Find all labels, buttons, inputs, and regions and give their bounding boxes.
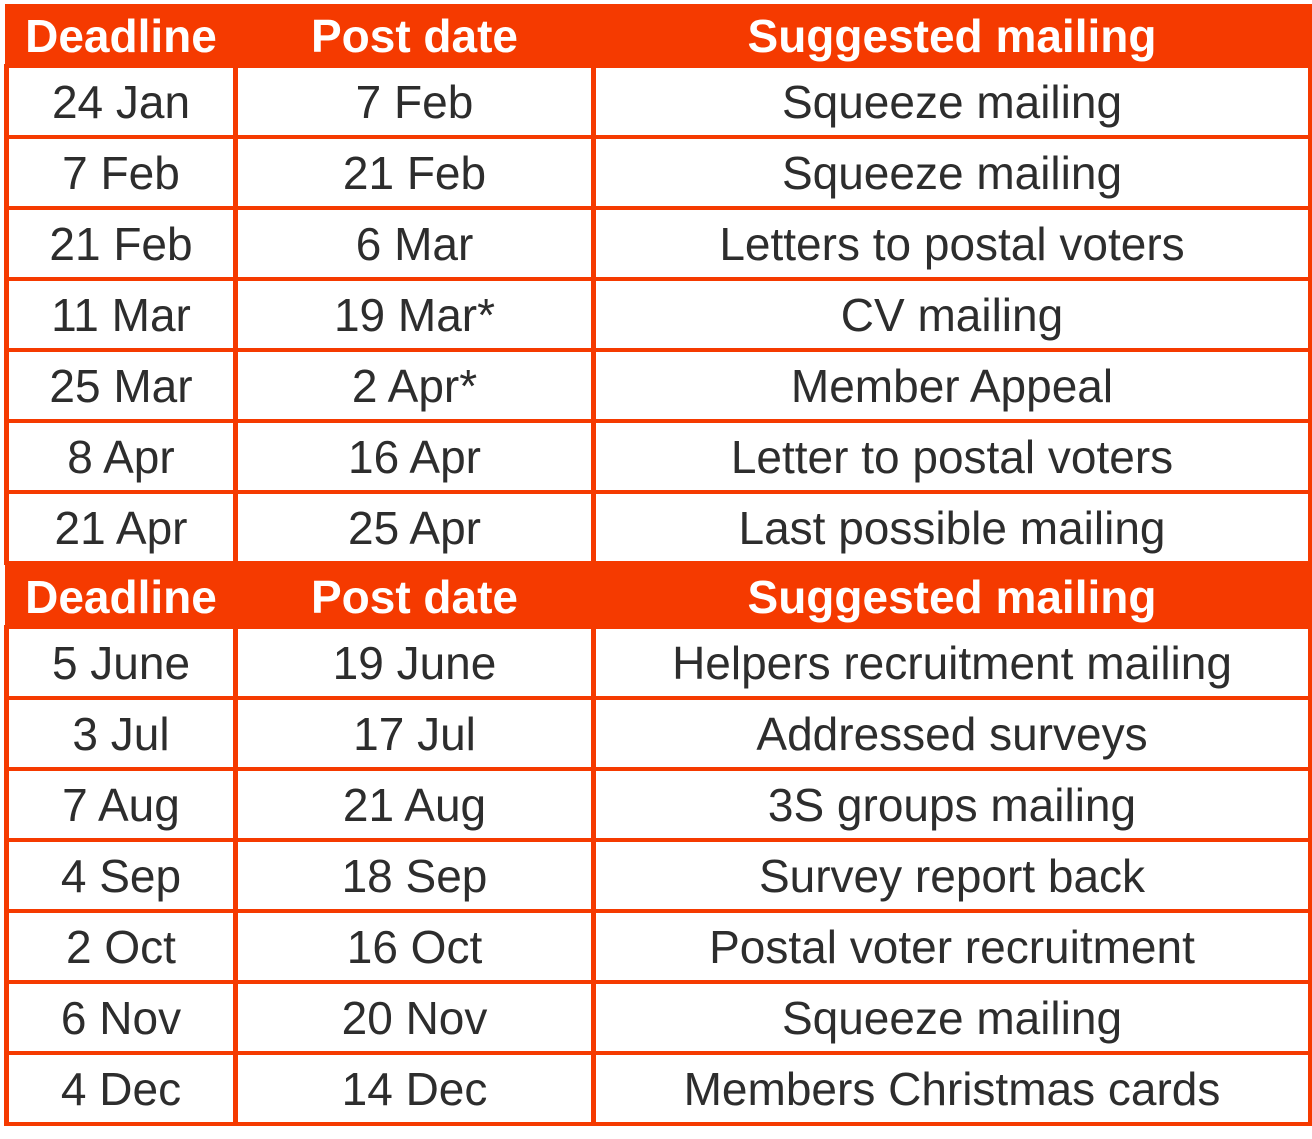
schedule-table-spring: Deadline Post date Suggested mailing 24 … xyxy=(4,4,1312,565)
column-header-deadline: Deadline xyxy=(4,565,238,629)
table-row: 7 Aug 21 Aug 3S groups mailing xyxy=(4,767,1312,842)
cell-deadline: 11 Mar xyxy=(4,277,238,352)
cell-deadline: 4 Sep xyxy=(4,838,238,913)
cell-post-date: 19 Mar* xyxy=(233,277,596,352)
cell-post-date: 17 Jul xyxy=(233,696,596,771)
table-row: 21 Apr 25 Apr Last possible mailing xyxy=(4,490,1312,565)
cell-post-date: 2 Apr* xyxy=(233,348,596,423)
cell-suggested-mailing: Postal voter recruitment xyxy=(591,909,1312,984)
table-row: 5 June 19 June Helpers recruitment maili… xyxy=(4,625,1312,700)
cell-post-date: 19 June xyxy=(233,625,596,700)
table-row: 6 Nov 20 Nov Squeeze mailing xyxy=(4,980,1312,1055)
cell-deadline: 7 Feb xyxy=(4,135,238,210)
cell-post-date: 21 Feb xyxy=(233,135,596,210)
cell-deadline: 25 Mar xyxy=(4,348,238,423)
cell-deadline: 6 Nov xyxy=(4,980,238,1055)
column-header-post-date: Post date xyxy=(233,565,596,629)
cell-suggested-mailing: Letters to postal voters xyxy=(591,206,1312,281)
header-row: Deadline Post date Suggested mailing xyxy=(4,4,1312,68)
table-row: 21 Feb 6 Mar Letters to postal voters xyxy=(4,206,1312,281)
cell-post-date: 6 Mar xyxy=(233,206,596,281)
cell-suggested-mailing: Member Appeal xyxy=(591,348,1312,423)
header-row: Deadline Post date Suggested mailing xyxy=(4,565,1312,629)
table-row: 11 Mar 19 Mar* CV mailing xyxy=(4,277,1312,352)
cell-suggested-mailing: CV mailing xyxy=(591,277,1312,352)
cell-deadline: 21 Apr xyxy=(4,490,238,565)
cell-suggested-mailing: Squeeze mailing xyxy=(591,980,1312,1055)
table-row: 4 Dec 14 Dec Members Christmas cards xyxy=(4,1051,1312,1126)
cell-post-date: 25 Apr xyxy=(233,490,596,565)
cell-deadline: 4 Dec xyxy=(4,1051,238,1126)
cell-post-date: 21 Aug xyxy=(233,767,596,842)
cell-suggested-mailing: Squeeze mailing xyxy=(591,135,1312,210)
cell-suggested-mailing: Letter to postal voters xyxy=(591,419,1312,494)
cell-post-date: 16 Oct xyxy=(233,909,596,984)
cell-suggested-mailing: Members Christmas cards xyxy=(591,1051,1312,1126)
cell-suggested-mailing: Survey report back xyxy=(591,838,1312,913)
cell-deadline: 7 Aug xyxy=(4,767,238,842)
schedule-table-autumn: Deadline Post date Suggested mailing 5 J… xyxy=(4,565,1312,1126)
cell-deadline: 2 Oct xyxy=(4,909,238,984)
cell-deadline: 8 Apr xyxy=(4,419,238,494)
cell-suggested-mailing: Squeeze mailing xyxy=(591,64,1312,139)
column-header-deadline: Deadline xyxy=(4,4,238,68)
column-header-suggested-mailing: Suggested mailing xyxy=(591,565,1312,629)
cell-suggested-mailing: 3S groups mailing xyxy=(591,767,1312,842)
cell-post-date: 14 Dec xyxy=(233,1051,596,1126)
column-header-suggested-mailing: Suggested mailing xyxy=(591,4,1312,68)
cell-deadline: 5 June xyxy=(4,625,238,700)
table-row: 25 Mar 2 Apr* Member Appeal xyxy=(4,348,1312,423)
table-row: 8 Apr 16 Apr Letter to postal voters xyxy=(4,419,1312,494)
table-row: 3 Jul 17 Jul Addressed surveys xyxy=(4,696,1312,771)
cell-suggested-mailing: Addressed surveys xyxy=(591,696,1312,771)
cell-post-date: 16 Apr xyxy=(233,419,596,494)
column-header-post-date: Post date xyxy=(233,4,596,68)
cell-deadline: 24 Jan xyxy=(4,64,238,139)
table-row: 2 Oct 16 Oct Postal voter recruitment xyxy=(4,909,1312,984)
table-row: 24 Jan 7 Feb Squeeze mailing xyxy=(4,64,1312,139)
cell-suggested-mailing: Last possible mailing xyxy=(591,490,1312,565)
cell-post-date: 20 Nov xyxy=(233,980,596,1055)
cell-suggested-mailing: Helpers recruitment mailing xyxy=(591,625,1312,700)
cell-deadline: 3 Jul xyxy=(4,696,238,771)
table-row: 7 Feb 21 Feb Squeeze mailing xyxy=(4,135,1312,210)
cell-post-date: 18 Sep xyxy=(233,838,596,913)
table-row: 4 Sep 18 Sep Survey report back xyxy=(4,838,1312,913)
cell-post-date: 7 Feb xyxy=(233,64,596,139)
cell-deadline: 21 Feb xyxy=(4,206,238,281)
